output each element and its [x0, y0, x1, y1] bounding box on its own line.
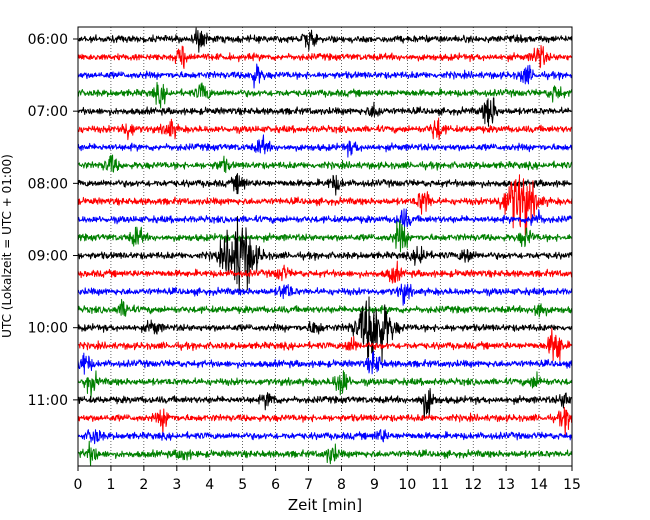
seismic-trace-0800	[77, 173, 573, 196]
x-tick-label: 12	[464, 477, 482, 493]
y-axis-label: UTC (Lokalzeit = UTC + 01:00)	[0, 154, 14, 338]
seismic-trace-1015	[77, 327, 573, 362]
x-tick-label: 15	[563, 477, 581, 493]
x-tick-label: 7	[304, 477, 313, 493]
seismic-trace-1030	[77, 350, 573, 375]
seismic-trace-0645	[77, 81, 573, 109]
y-tick-label: 10:00	[28, 321, 68, 337]
y-tick-label: 08:00	[28, 176, 68, 192]
seismic-trace-0945	[77, 298, 573, 318]
x-tick-label: 3	[172, 477, 181, 493]
x-tick-label: 8	[337, 477, 346, 493]
seismic-trace-1130	[77, 429, 573, 445]
plot-frame	[77, 26, 573, 467]
seismic-trace-1115	[77, 406, 573, 438]
plot-background	[78, 27, 572, 466]
x-tick-label: 10	[398, 477, 416, 493]
seismic-trace-0830	[77, 208, 573, 229]
y-tick-label: 07:00	[28, 104, 68, 120]
x-tick-label: 6	[271, 477, 280, 493]
y-tick-label: 11:00	[28, 393, 68, 409]
x-axis-label: Zeit [min]	[288, 496, 362, 514]
y-tick-label: 09:00	[28, 249, 68, 265]
x-tick-label: 2	[139, 477, 148, 493]
y-tick-label: 06:00	[28, 32, 68, 48]
seismic-trace-1000	[77, 296, 573, 363]
x-tick-label: 1	[106, 477, 115, 493]
x-tick-label: 14	[530, 477, 548, 493]
seismic-trace-0630	[77, 63, 573, 89]
y-axis-ticks: 06:00 07:00 08:00 09:00 10:00 11:00	[28, 32, 78, 409]
x-axis-ticks: 0 1 2 3 4 5 6 7 8 9 10 11 12 13 14 15	[74, 466, 581, 493]
seismic-trace-0730	[77, 134, 573, 158]
seismic-trace-0745	[77, 154, 573, 174]
seismic-trace-0715	[77, 117, 573, 141]
x-tick-label: 9	[370, 477, 379, 493]
seismic-trace-0845	[77, 219, 573, 253]
trace-group	[77, 27, 573, 467]
x-tick-label: 0	[74, 477, 83, 493]
x-tick-label: 13	[497, 477, 515, 493]
seismic-trace-1045	[77, 370, 573, 398]
x-tick-label: 4	[205, 477, 214, 493]
x-tick-label: 11	[431, 477, 449, 493]
seismic-trace-1100	[77, 388, 573, 420]
x-tick-label: 5	[238, 477, 247, 493]
seismic-trace-0615	[77, 45, 573, 69]
seismic-trace-0815	[77, 174, 573, 236]
seismic-trace-0700	[77, 97, 573, 127]
seismic-trace-1145	[77, 440, 573, 467]
seismic-trace-0900	[77, 215, 573, 292]
seismic-trace-0930	[77, 283, 573, 306]
seismic-trace-0600	[77, 27, 573, 53]
seismic-trace-0915	[77, 260, 573, 284]
